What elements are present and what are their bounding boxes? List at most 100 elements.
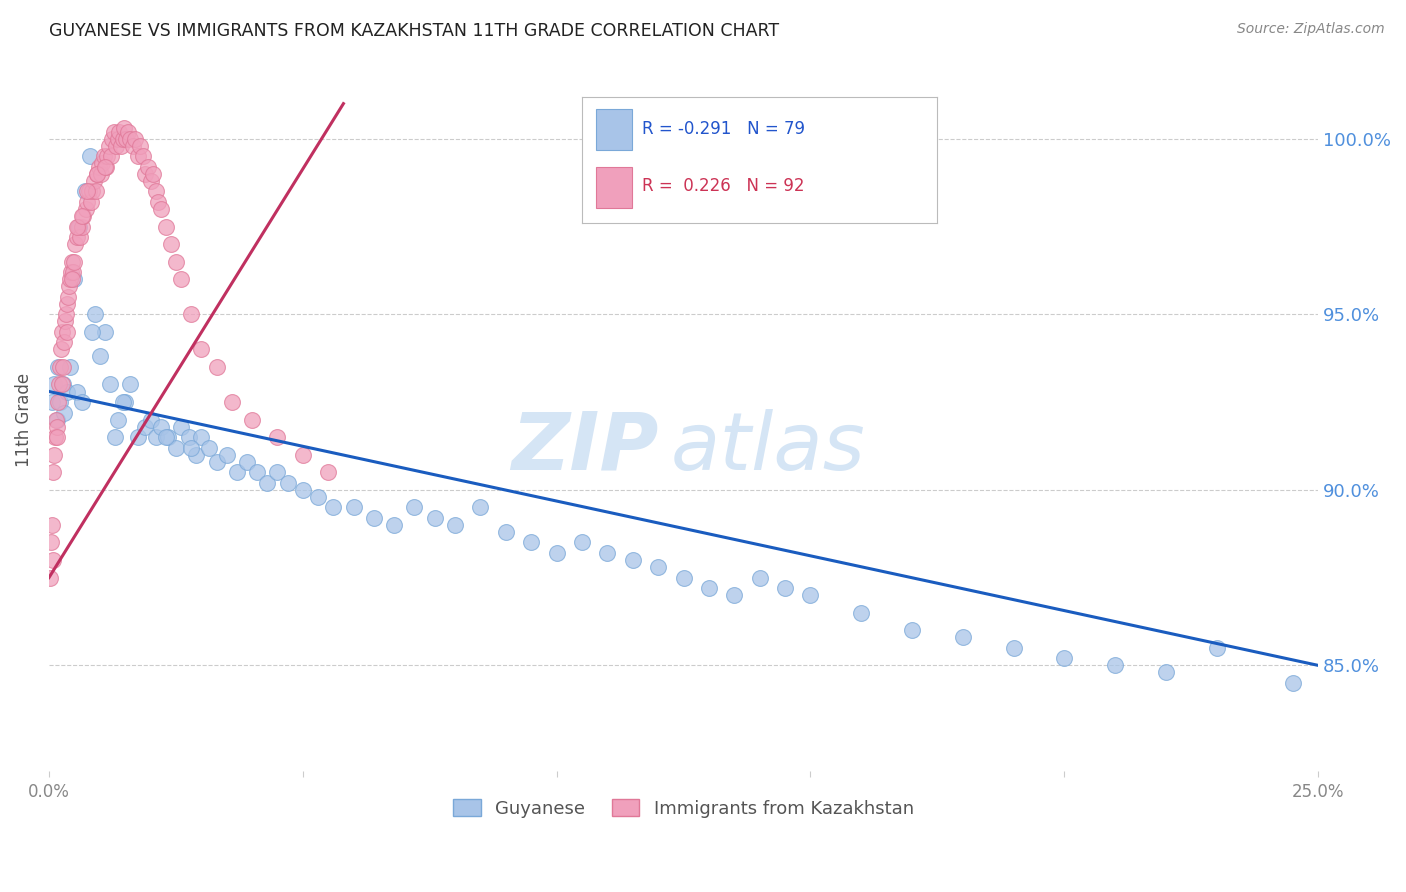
- Point: [1205, 640, 1227, 655]
- Point: [124, 132, 146, 146]
- Point: [101, 132, 124, 146]
- Point: [82, 325, 104, 339]
- Point: [100, 149, 122, 163]
- Point: [190, 430, 212, 444]
- Point: [49, 343, 72, 357]
- Point: [180, 307, 202, 321]
- Point: [60, 265, 83, 279]
- Point: [108, 125, 131, 139]
- Point: [723, 588, 745, 602]
- Point: [155, 430, 177, 444]
- Point: [225, 465, 247, 479]
- Point: [111, 395, 134, 409]
- Point: [103, 125, 125, 139]
- Point: [112, 121, 135, 136]
- Point: [90, 167, 112, 181]
- Point: [86, 167, 108, 181]
- Point: [266, 430, 288, 444]
- Point: [149, 419, 172, 434]
- Point: [136, 160, 159, 174]
- Point: [773, 581, 796, 595]
- Point: [42, 448, 65, 462]
- Point: [97, 138, 120, 153]
- Point: [51, 377, 73, 392]
- Point: [104, 138, 127, 153]
- Point: [117, 125, 139, 139]
- Point: [55, 384, 77, 399]
- Point: [363, 511, 385, 525]
- Point: [145, 185, 167, 199]
- Point: [546, 546, 568, 560]
- Point: [672, 571, 695, 585]
- Point: [75, 202, 97, 216]
- Point: [84, 185, 107, 199]
- Point: [520, 535, 543, 549]
- Point: [165, 441, 187, 455]
- Point: [41, 395, 63, 409]
- Text: Source: ZipAtlas.com: Source: ZipAtlas.com: [1237, 22, 1385, 37]
- Point: [45, 430, 67, 444]
- Point: [83, 307, 105, 321]
- Point: [697, 581, 720, 595]
- Point: [98, 377, 121, 392]
- Point: [159, 237, 181, 252]
- Point: [382, 517, 405, 532]
- Point: [404, 500, 426, 515]
- Point: [647, 560, 669, 574]
- Point: [60, 272, 83, 286]
- Point: [66, 230, 89, 244]
- Point: [120, 132, 142, 146]
- Point: [55, 325, 77, 339]
- Point: [93, 149, 115, 163]
- Point: [495, 524, 517, 539]
- Point: [155, 219, 177, 234]
- Point: [82, 185, 104, 199]
- Point: [186, 448, 208, 462]
- Point: [142, 167, 165, 181]
- Point: [76, 185, 98, 199]
- Point: [322, 500, 344, 515]
- Text: ZIP: ZIP: [510, 409, 658, 487]
- Point: [129, 138, 152, 153]
- Point: [621, 553, 644, 567]
- Point: [87, 160, 110, 174]
- Point: [139, 412, 162, 426]
- Point: [423, 511, 446, 525]
- Point: [291, 448, 314, 462]
- Point: [39, 535, 62, 549]
- Point: [165, 254, 187, 268]
- Point: [157, 430, 180, 444]
- Point: [342, 500, 364, 515]
- Point: [215, 448, 238, 462]
- Point: [240, 412, 263, 426]
- Point: [79, 149, 101, 163]
- Point: [170, 419, 193, 434]
- Point: [236, 455, 259, 469]
- Point: [121, 138, 143, 153]
- Point: [55, 307, 77, 321]
- Point: [59, 272, 82, 286]
- Text: atlas: atlas: [671, 409, 866, 487]
- Point: [177, 430, 200, 444]
- Point: [111, 132, 134, 146]
- Point: [180, 441, 202, 455]
- Point: [72, 209, 94, 223]
- Point: [76, 194, 98, 209]
- Point: [59, 359, 82, 374]
- Point: [46, 359, 69, 374]
- Point: [51, 325, 73, 339]
- Point: [198, 441, 221, 455]
- Point: [60, 254, 83, 268]
- Point: [205, 455, 228, 469]
- Point: [39, 571, 62, 585]
- Point: [146, 194, 169, 209]
- Point: [1053, 651, 1076, 665]
- Point: [107, 132, 129, 146]
- Point: [851, 606, 873, 620]
- Point: [256, 475, 278, 490]
- Point: [444, 517, 467, 532]
- Point: [134, 167, 156, 181]
- Point: [44, 430, 66, 444]
- Point: [58, 290, 80, 304]
- Point: [70, 209, 93, 223]
